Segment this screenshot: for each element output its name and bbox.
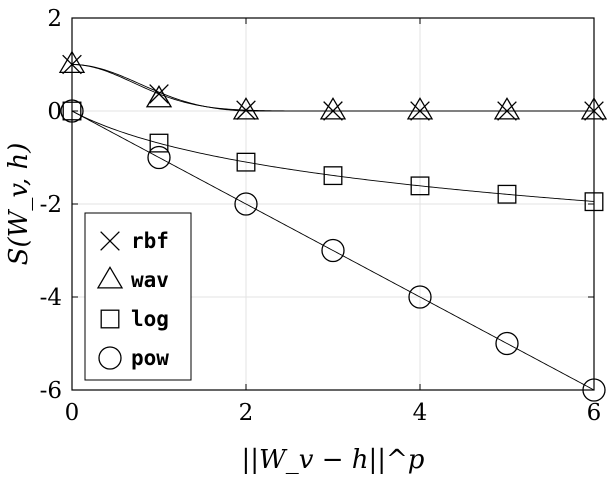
series-line-pow <box>71 110 595 391</box>
data-point-rbf <box>323 101 343 121</box>
legend: rbf wav log pow <box>84 212 192 381</box>
legend-box <box>84 212 192 381</box>
series-line-rbf <box>71 64 594 112</box>
data-point-wav <box>145 84 173 108</box>
x-tick-label: 4 <box>413 400 428 426</box>
y-axis-label: S(W_v, h) <box>4 143 34 266</box>
data-point-wav <box>232 97 260 120</box>
series-line-log <box>71 110 595 202</box>
data-point-wav <box>493 97 521 120</box>
series-line-wav <box>71 64 594 112</box>
data-point-rbf <box>236 100 256 120</box>
data-point-log <box>410 176 430 196</box>
legend-marker-pow <box>98 346 122 370</box>
data-point-pow <box>408 285 432 309</box>
data-point-log <box>236 152 256 172</box>
legend-marker-wav <box>96 266 124 289</box>
legend-marker-rbf <box>100 231 120 251</box>
y-tick-label: 0 <box>47 99 62 125</box>
legend-label-pow: pow <box>131 346 169 370</box>
data-point-log <box>149 133 169 153</box>
data-point-rbf <box>410 101 430 121</box>
data-point-wav <box>406 97 434 120</box>
data-point-rbf <box>497 101 517 121</box>
data-point-pow <box>321 238 345 263</box>
axis-ticks: 0 2 4 6 2 0 -2 -4 -6 <box>40 6 602 426</box>
data-point-pow <box>495 331 519 356</box>
x-tick-label: 6 <box>587 400 602 426</box>
y-tick-label: -4 <box>40 285 62 311</box>
x-tick-label: 0 <box>65 400 80 426</box>
data-point-rbf <box>149 84 169 104</box>
x-tick-label: 2 <box>239 400 254 426</box>
data-point-log <box>323 166 343 186</box>
legend-label-log: log <box>131 307 169 331</box>
data-point-pow <box>234 192 258 216</box>
data-point-log <box>497 184 517 204</box>
data-point-wav <box>319 97 347 120</box>
legend-label-wav: wav <box>131 268 169 292</box>
data-point-pow <box>147 145 171 170</box>
y-tick-label: -2 <box>40 192 62 218</box>
y-tick-label: 2 <box>47 6 62 32</box>
legend-marker-log <box>100 309 120 329</box>
legend-label-rbf: rbf <box>131 229 169 253</box>
x-axis-label: ||W_v − h||^p <box>242 445 425 475</box>
y-tick-label: -6 <box>40 378 62 404</box>
